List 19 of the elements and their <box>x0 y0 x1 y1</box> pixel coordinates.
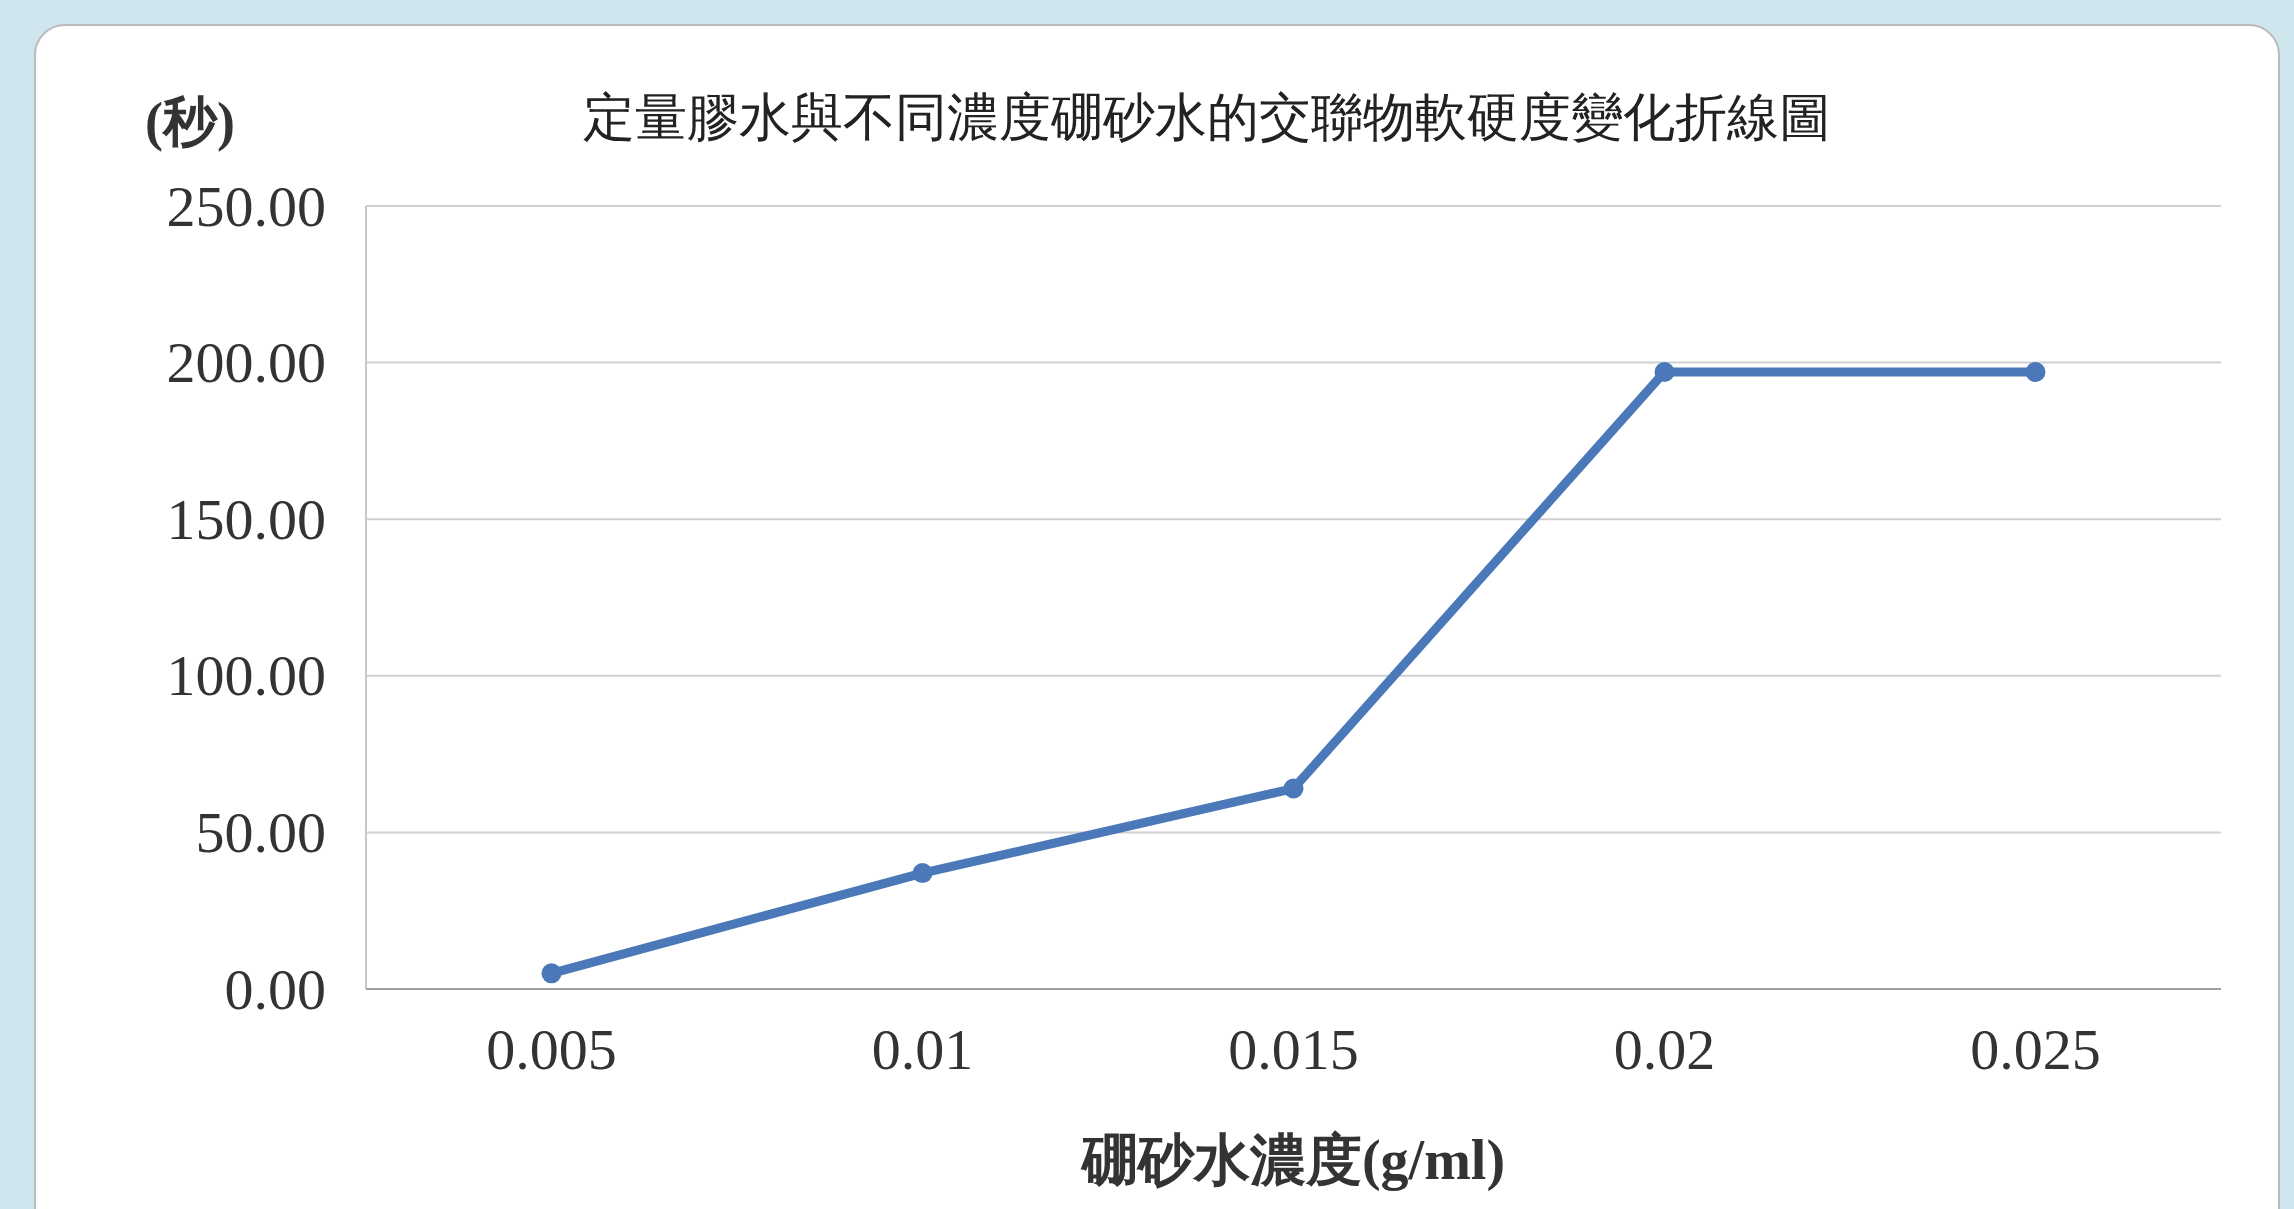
point <box>912 863 933 884</box>
y-tick-label: 100.00 <box>166 643 326 709</box>
y-tick-label: 250.00 <box>166 173 326 239</box>
point <box>1654 362 1675 382</box>
x-tick-label: 0.015 <box>1228 1017 1359 1082</box>
y-tick-label: 200.00 <box>166 330 326 396</box>
point <box>2025 362 2046 382</box>
x-tick-label: 0.01 <box>871 1017 974 1082</box>
x-tick-label: 0.005 <box>486 1017 617 1082</box>
y-tick-label: 0.00 <box>224 956 326 1022</box>
point <box>1283 778 1304 799</box>
chart-title: 定量膠水與不同濃度硼砂水的交聯物軟硬度變化折線圖 <box>583 87 1831 147</box>
x-tick-label: 0.025 <box>1970 1017 2101 1082</box>
point <box>541 963 562 984</box>
y-tick-label: 50.00 <box>195 799 326 865</box>
y-tick-label: 150.00 <box>166 486 326 552</box>
x-axis-title: 硼砂水濃度(g/ml) <box>1079 1129 1506 1192</box>
x-tick-label: 0.02 <box>1613 1017 1716 1082</box>
y-axis-title: (秒) <box>145 92 235 152</box>
